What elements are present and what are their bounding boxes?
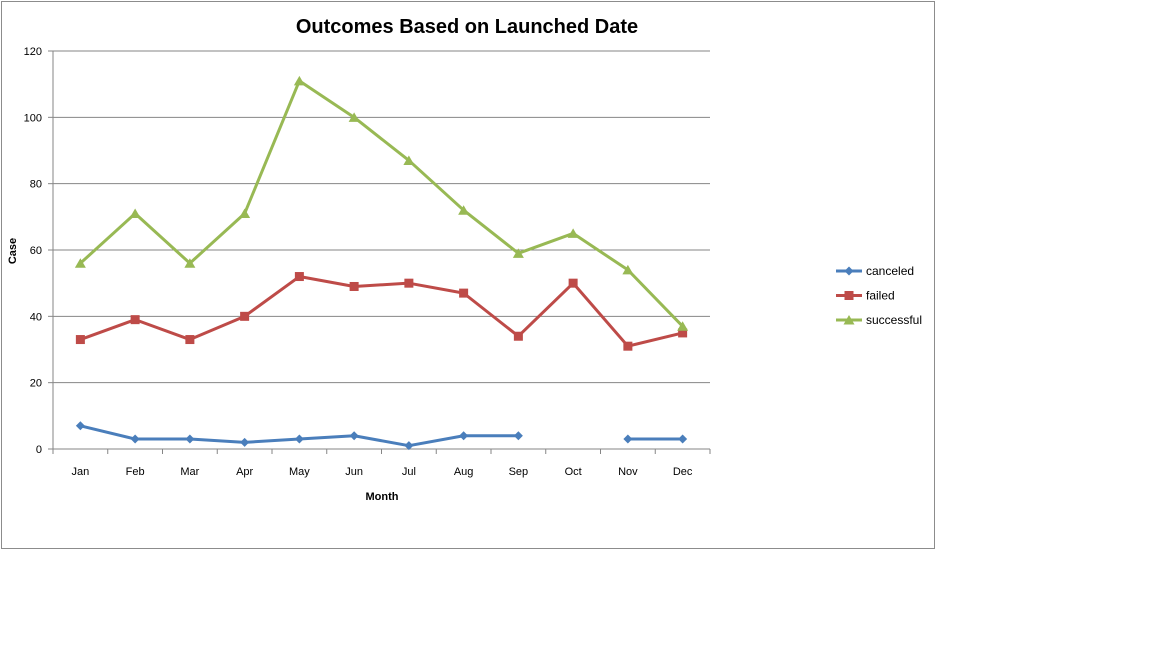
data-point-successful (403, 155, 415, 165)
x-tick-label: Dec (673, 466, 693, 478)
series-failed (75, 272, 688, 351)
data-point-successful (129, 208, 141, 219)
x-tick-label: Sep (509, 466, 529, 478)
data-point-successful (293, 75, 305, 86)
x-axis-title: Month (366, 491, 399, 503)
data-point-successful (348, 112, 360, 122)
x-tick-label: Jul (402, 466, 416, 478)
y-tick-label: 60 (30, 245, 42, 257)
data-point-canceled (185, 434, 195, 444)
legend-marker (844, 266, 854, 276)
data-point-canceled (240, 437, 250, 447)
data-point-successful (512, 248, 524, 258)
legend-label: successful (866, 313, 922, 327)
data-point-successful (184, 258, 196, 268)
data-point-successful (677, 321, 689, 331)
data-point-failed (513, 331, 523, 341)
legend-label: canceled (866, 264, 914, 278)
x-tick-label: Aug (454, 466, 474, 478)
data-point-failed (130, 315, 140, 325)
data-point-canceled (459, 431, 469, 441)
data-point-failed (678, 328, 688, 338)
x-tick-label: Mar (180, 466, 199, 478)
data-point-failed (294, 272, 304, 282)
data-point-failed (568, 278, 578, 288)
series-canceled (75, 421, 688, 451)
data-point-failed (349, 281, 359, 291)
data-point-successful (239, 208, 251, 219)
data-point-failed (623, 341, 633, 351)
x-tick-label: Oct (565, 466, 582, 478)
legend-marker (843, 315, 855, 325)
legend-item-successful: successful (836, 313, 922, 327)
legend-item-canceled: canceled (836, 264, 914, 278)
y-tick-label: 80 (30, 179, 42, 191)
data-point-canceled (513, 431, 523, 441)
data-point-failed (185, 335, 195, 345)
x-tick-label: Apr (236, 466, 253, 478)
x-tick-label: May (289, 466, 310, 478)
data-point-canceled (349, 431, 359, 441)
data-point-successful (458, 205, 470, 215)
y-tick-label: 120 (24, 46, 42, 58)
legend-marker (844, 291, 854, 300)
chart-title: Outcomes Based on Launched Date (296, 16, 638, 38)
data-point-canceled (678, 434, 688, 444)
data-point-successful (567, 228, 579, 238)
y-axis-title: Case (7, 238, 19, 264)
data-point-canceled (130, 434, 140, 444)
data-point-successful (74, 258, 86, 268)
data-point-failed (240, 311, 250, 321)
data-point-failed (404, 278, 414, 288)
data-point-canceled (623, 434, 633, 444)
series-line-successful (79, 79, 684, 328)
y-axis-ticks: 0 20 40 60 80 100 120 (24, 46, 53, 456)
data-point-failed (75, 335, 85, 345)
x-tick-label: Jun (345, 466, 363, 478)
x-tick-label: Jan (72, 466, 90, 478)
y-tick-label: 20 (30, 378, 42, 390)
data-point-canceled (75, 421, 85, 431)
y-tick-label: 100 (24, 112, 42, 124)
x-axis-ticks: Jan Feb Mar Apr May Jun Jul Aug Sep Oct Nov Dec (52, 449, 711, 478)
x-tick-label: Feb (126, 466, 145, 478)
legend-item-failed: failed (836, 289, 895, 303)
series-layer (74, 75, 689, 451)
legend: canceled failed successful (836, 264, 922, 327)
y-tick-label: 40 (30, 311, 42, 323)
data-point-failed (459, 288, 469, 298)
x-tick-label: Nov (618, 466, 638, 478)
series-line-failed (79, 275, 683, 348)
gridlines (53, 50, 710, 384)
chart-frame (1, 1, 935, 549)
series-successful (74, 75, 689, 331)
y-tick-label: 0 (36, 444, 42, 456)
data-point-successful (622, 264, 634, 275)
data-point-canceled (294, 434, 304, 444)
data-point-canceled (404, 441, 414, 451)
legend-label: failed (866, 289, 895, 303)
